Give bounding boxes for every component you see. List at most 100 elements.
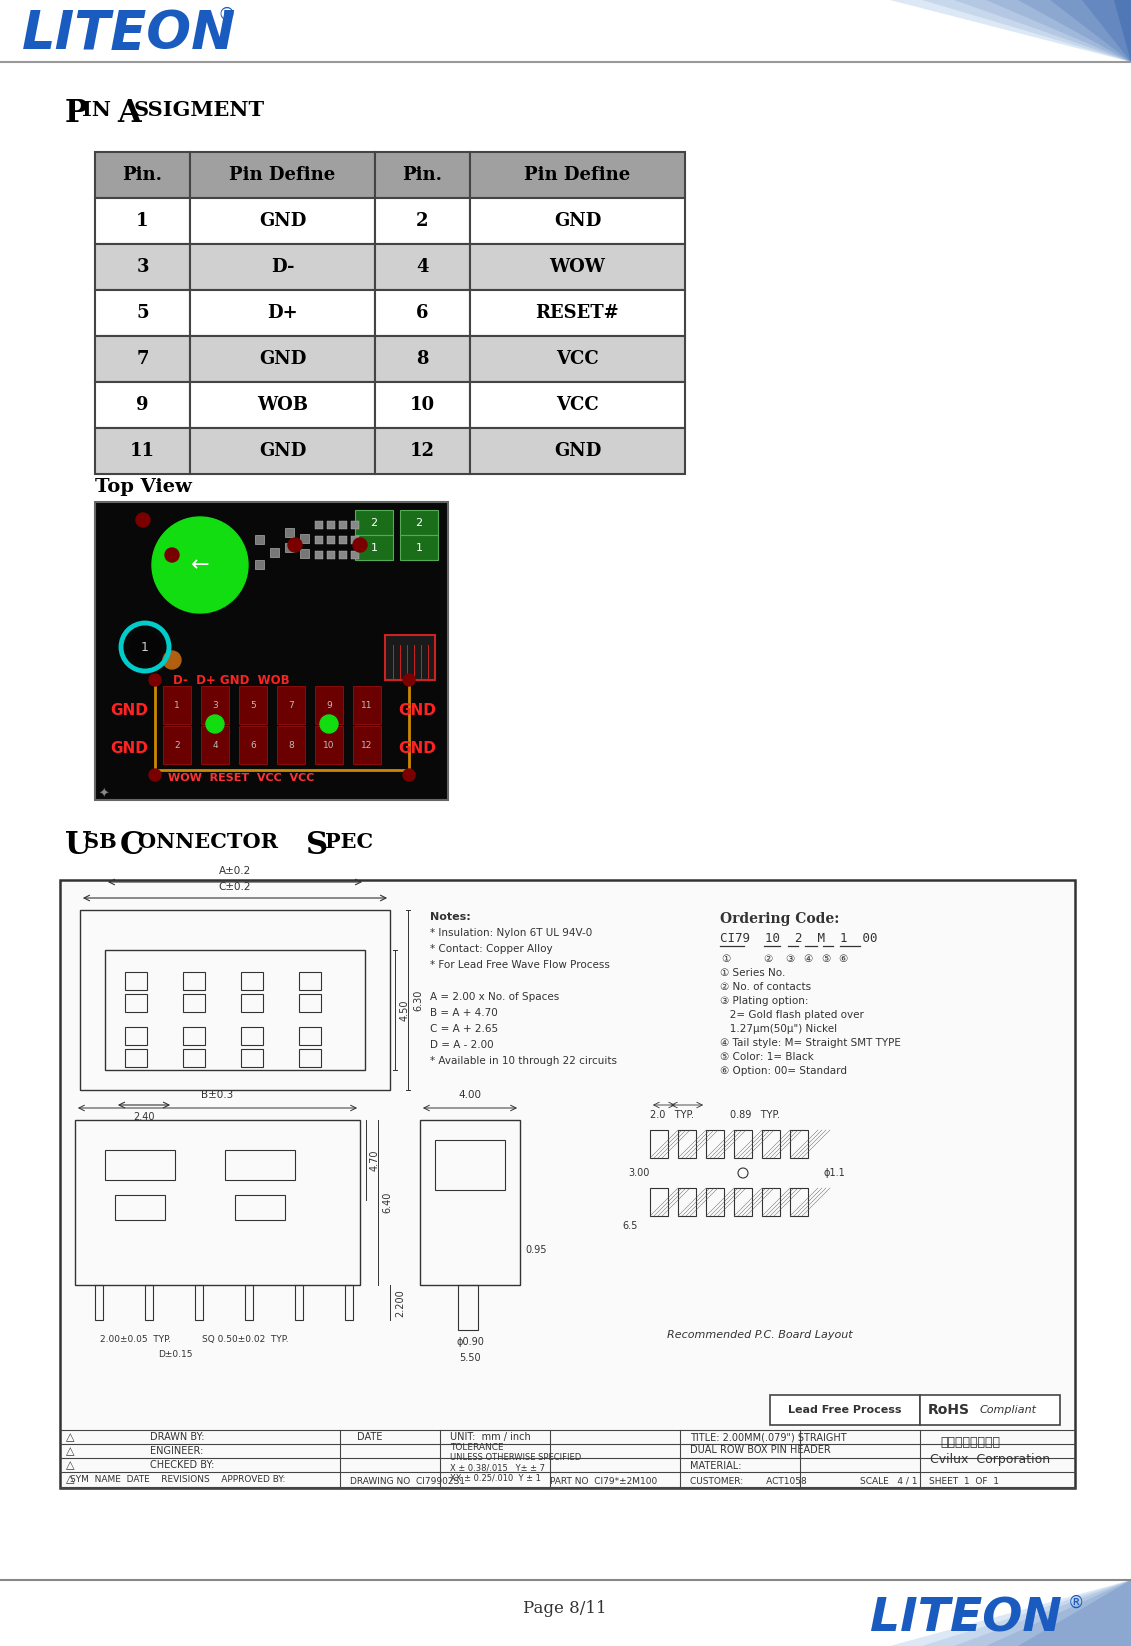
Bar: [339, 551, 347, 560]
Polygon shape: [966, 1580, 1131, 1646]
Text: 3: 3: [213, 701, 218, 709]
Bar: [201, 726, 228, 764]
Text: B = A + 4.70: B = A + 4.70: [430, 1007, 498, 1017]
Text: 7: 7: [288, 701, 294, 709]
Text: ②: ②: [763, 955, 772, 965]
Bar: [241, 1049, 264, 1067]
Bar: [245, 1286, 253, 1320]
Text: P: P: [64, 99, 88, 128]
Text: 8: 8: [416, 351, 429, 369]
Bar: [95, 290, 190, 336]
Text: * For Lead Free Wave Flow Process: * For Lead Free Wave Flow Process: [430, 960, 610, 969]
Text: SSIGMENT: SSIGMENT: [133, 100, 265, 120]
Text: DATE: DATE: [357, 1432, 382, 1442]
Text: S: S: [307, 830, 328, 861]
Bar: [435, 1141, 506, 1190]
Bar: [75, 1119, 360, 1286]
Polygon shape: [1094, 0, 1131, 63]
Text: GND: GND: [259, 212, 307, 230]
Bar: [299, 973, 321, 989]
Text: DUAL ROW BOX PIN HEADER: DUAL ROW BOX PIN HEADER: [690, 1445, 831, 1455]
Text: △: △: [66, 1445, 75, 1457]
Bar: [183, 1027, 205, 1045]
Bar: [105, 1151, 175, 1180]
Text: 0.95: 0.95: [525, 1244, 546, 1254]
Bar: [190, 382, 375, 428]
Bar: [470, 382, 685, 428]
Text: 2.200: 2.200: [395, 1289, 405, 1317]
Text: 6.30: 6.30: [413, 989, 423, 1011]
Bar: [353, 686, 381, 724]
Text: VCC: VCC: [556, 397, 599, 415]
Text: CI79  10  2  M  1  00: CI79 10 2 M 1 00: [720, 932, 878, 945]
Text: Ordering Code:: Ordering Code:: [720, 912, 839, 927]
Bar: [375, 428, 470, 474]
Bar: [345, 1286, 353, 1320]
Bar: [126, 1049, 147, 1067]
Circle shape: [403, 673, 415, 686]
Text: MATERIAL:: MATERIAL:: [690, 1462, 742, 1472]
Text: 6: 6: [250, 741, 256, 749]
Bar: [80, 910, 390, 1090]
Bar: [239, 726, 267, 764]
Bar: [420, 1119, 520, 1286]
Text: 8: 8: [288, 741, 294, 749]
Text: ✦: ✦: [98, 787, 110, 800]
Text: △: △: [66, 1460, 75, 1470]
Text: 2: 2: [174, 741, 180, 749]
Bar: [300, 533, 309, 543]
Text: GND: GND: [398, 741, 435, 756]
Text: Page 8/11: Page 8/11: [524, 1600, 607, 1616]
Text: C: C: [120, 830, 145, 861]
Bar: [299, 1049, 321, 1067]
Text: ④ Tail style: M= Straight SMT TYPE: ④ Tail style: M= Straight SMT TYPE: [720, 1039, 901, 1049]
Bar: [95, 244, 190, 290]
Bar: [470, 151, 685, 198]
Text: CHECKED BY:: CHECKED BY:: [150, 1460, 215, 1470]
Text: 6: 6: [416, 305, 429, 323]
Text: 2.0   TYP.: 2.0 TYP.: [650, 1109, 694, 1119]
Bar: [470, 336, 685, 382]
Text: GND: GND: [110, 703, 148, 718]
Bar: [375, 290, 470, 336]
Circle shape: [129, 630, 161, 663]
Bar: [285, 543, 294, 551]
Text: U: U: [64, 830, 92, 861]
Bar: [190, 151, 375, 198]
Text: Lead Free Process: Lead Free Process: [788, 1406, 901, 1416]
Bar: [470, 290, 685, 336]
Text: IN: IN: [83, 100, 119, 120]
Text: 1: 1: [136, 212, 149, 230]
Bar: [299, 1027, 321, 1045]
Text: GND: GND: [398, 703, 435, 718]
Bar: [355, 510, 392, 535]
Bar: [190, 244, 375, 290]
Bar: [300, 550, 309, 558]
Text: D = A - 2.00: D = A - 2.00: [430, 1040, 493, 1050]
Bar: [351, 551, 359, 560]
Text: SQ 0.50±0.02  TYP.: SQ 0.50±0.02 TYP.: [201, 1335, 288, 1345]
Text: ③: ③: [785, 955, 795, 965]
Bar: [163, 726, 191, 764]
Bar: [375, 198, 470, 244]
Text: △: △: [66, 1432, 75, 1442]
Text: 4.50: 4.50: [400, 999, 411, 1021]
Polygon shape: [934, 0, 1131, 63]
Polygon shape: [903, 1580, 1131, 1646]
Bar: [920, 1396, 1060, 1425]
Text: A = 2.00 x No. of Spaces: A = 2.00 x No. of Spaces: [430, 993, 559, 1002]
Bar: [375, 336, 470, 382]
Bar: [770, 1396, 920, 1425]
Text: D+: D+: [267, 305, 297, 323]
Bar: [126, 1027, 147, 1045]
Text: SB: SB: [84, 831, 124, 853]
Bar: [351, 537, 359, 543]
Bar: [339, 537, 347, 543]
Circle shape: [149, 769, 161, 780]
Polygon shape: [998, 1580, 1131, 1646]
Bar: [241, 994, 264, 1012]
Bar: [60, 881, 1074, 1488]
Text: 9: 9: [136, 397, 149, 415]
Bar: [145, 1286, 153, 1320]
Bar: [190, 428, 375, 474]
